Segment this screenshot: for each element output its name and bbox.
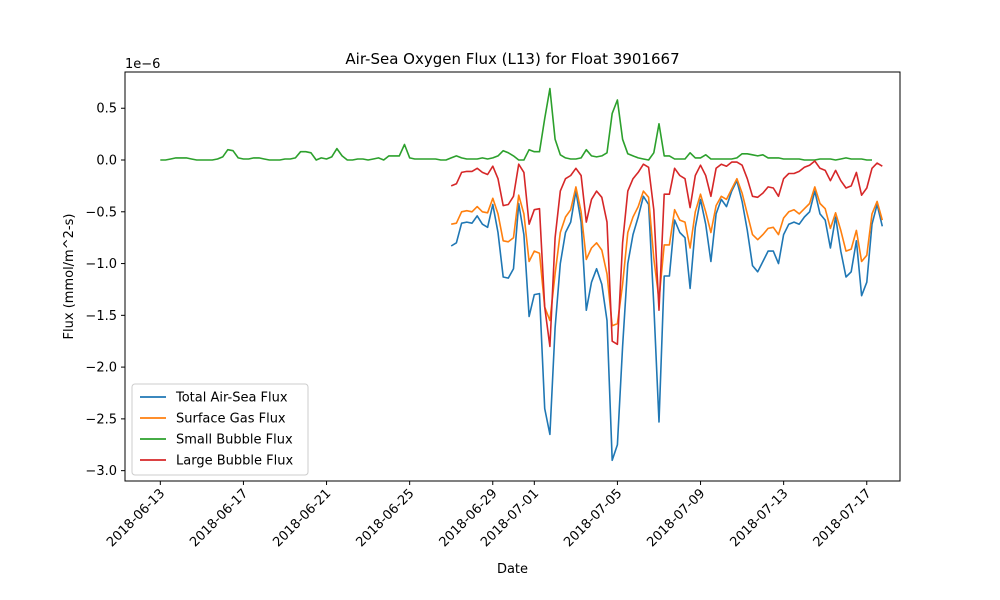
y-axis-label: Flux (mmol/m^2-s) xyxy=(62,214,77,340)
series-line-2 xyxy=(451,177,884,327)
y-tick-label: −2.0 xyxy=(85,361,117,376)
y-tick-label: −2.5 xyxy=(85,412,117,427)
legend-label: Total Air-Sea Flux xyxy=(175,391,288,406)
y-tick-label: 0.0 xyxy=(96,154,117,169)
chart-title: Air-Sea Oxygen Flux (L13) for Float 3901… xyxy=(345,50,679,68)
legend: Total Air-Sea Flux Surface Gas Flux Small … xyxy=(131,383,309,476)
y-tick-label: −1.5 xyxy=(85,309,117,324)
series-line-1 xyxy=(450,179,884,462)
legend-label: Small Bubble Flux xyxy=(176,433,293,448)
x-axis-label: Date xyxy=(497,562,528,577)
legend-box xyxy=(131,383,309,476)
series-layer xyxy=(160,87,884,462)
series-line-4 xyxy=(450,160,883,348)
plot-frame xyxy=(124,71,901,482)
y-axis: 0.5 0.0 −0.5 −1.0 −1.5 −2.0 −2.5 −3.0 xyxy=(85,102,125,479)
y-tick-label: −0.5 xyxy=(85,205,117,220)
y-tick-label: −3.0 xyxy=(85,464,117,479)
series-line-3 xyxy=(160,87,872,161)
y-tick-label: −1.0 xyxy=(85,257,117,272)
y-axis-offset-label: 1e−6 xyxy=(125,57,160,72)
legend-label: Surface Gas Flux xyxy=(176,412,286,427)
legend-label: Large Bubble Flux xyxy=(176,454,293,469)
y-tick-label: 0.5 xyxy=(96,102,117,117)
